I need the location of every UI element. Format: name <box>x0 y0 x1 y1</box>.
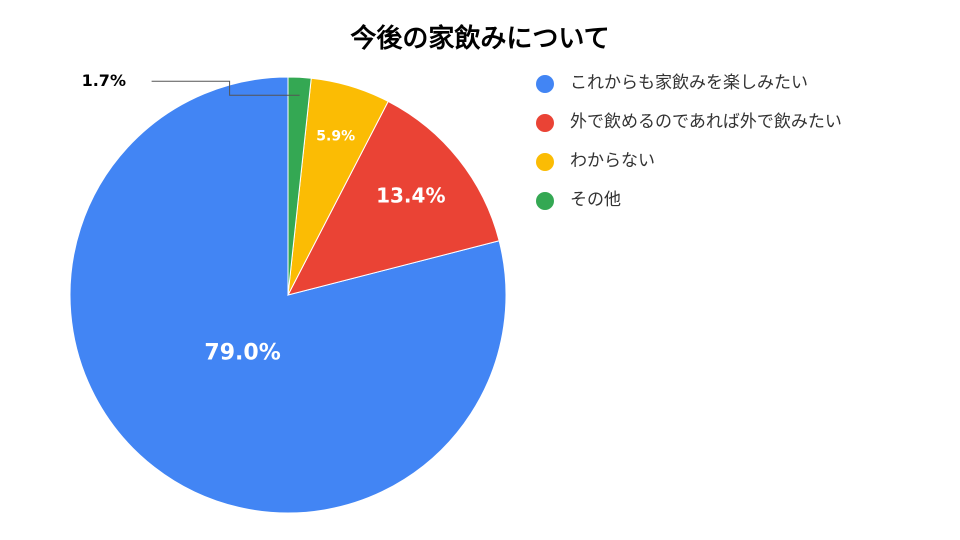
legend-label: わからない <box>570 151 655 171</box>
legend-dot-icon <box>536 192 554 210</box>
legend-label: その他 <box>570 190 621 210</box>
legend-dot-icon <box>536 75 554 93</box>
pie-slice <box>287 76 312 296</box>
legend-item: 外で飲めるのであれば外で飲みたい <box>536 112 916 132</box>
legend-dot-icon <box>536 153 554 171</box>
legend-label: これからも家飲みを楽しみたい <box>570 73 808 93</box>
legend-item: これからも家飲みを楽しみたい <box>536 73 916 93</box>
chart-title: 今後の家飲みについて <box>350 24 610 54</box>
pie-slice <box>287 100 500 296</box>
legend-label: 外で飲めるのであれば外で飲みたい <box>570 112 842 132</box>
legend-item: その他 <box>536 190 916 210</box>
leader-line <box>151 80 300 96</box>
legend: これからも家飲みを楽しみたい 外で飲めるのであれば外で飲みたい わからない その… <box>536 74 916 230</box>
data-label: 5.9% <box>316 128 355 144</box>
legend-item: わからない <box>536 151 916 171</box>
data-label: 13.4% <box>376 184 445 208</box>
legend-dot-icon <box>536 114 554 132</box>
data-label: 1.7% <box>82 71 126 90</box>
data-label: 79.0% <box>204 341 280 366</box>
